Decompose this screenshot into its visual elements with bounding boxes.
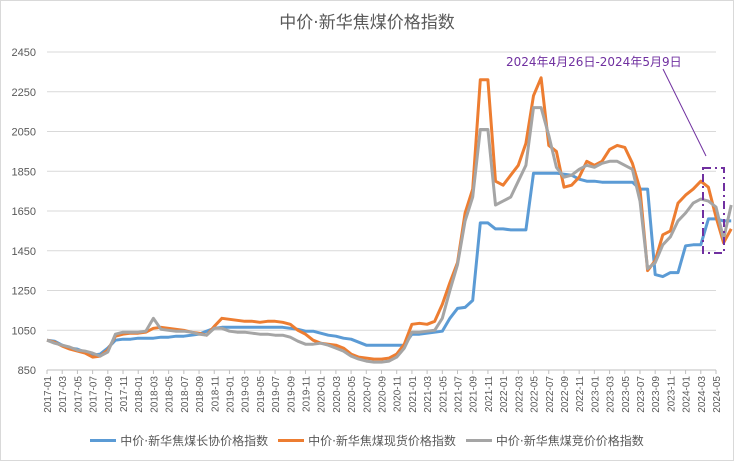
- y-tick-label: 1050: [12, 325, 36, 337]
- gridlines: [47, 51, 716, 331]
- annotation: 2024年4月26日-2024年5月9日: [506, 55, 725, 254]
- x-tick-label: 2021-01: [408, 376, 419, 413]
- x-tick-label: 2020-01: [317, 376, 328, 413]
- x-tick-label: 2017-03: [58, 376, 69, 413]
- y-tick-label: 1450: [12, 246, 36, 258]
- series-line-1: [46, 76, 733, 361]
- legend: 中价·新华焦煤长协价格指数 中价·新华焦煤现货价格指数 中价·新华焦煤竞价价格指…: [0, 432, 734, 449]
- x-tick-label: 2018-05: [165, 376, 176, 413]
- x-tick-label: 2019-01: [225, 376, 236, 413]
- chart-title: 中价·新华焦煤价格指数: [279, 13, 455, 33]
- legend-item-spot: 中价·新华焦煤现货价格指数: [278, 432, 456, 449]
- annotation-highlight-box: [702, 167, 725, 254]
- x-tick-label: 2023-11: [666, 376, 677, 412]
- legend-label: 中价·新华焦煤长协价格指数: [120, 434, 269, 448]
- x-tick-label: 2018-11: [210, 376, 221, 412]
- x-tick-label: 2023-03: [606, 376, 617, 413]
- x-tick-label: 2020-09: [378, 376, 389, 413]
- x-tick-label: 2017-09: [104, 376, 115, 413]
- series-lines: [46, 76, 733, 364]
- x-tick-label: 2021-05: [438, 376, 449, 413]
- legend-item-auction: 中价·新华焦煤竞价价格指数: [465, 432, 644, 449]
- x-tick-label: 2021-07: [454, 376, 465, 413]
- y-tick-label: 2450: [12, 47, 36, 59]
- x-tick-label: 2017-05: [73, 376, 84, 413]
- x-tick-label: 2020-07: [362, 376, 373, 413]
- x-tick-label: 2021-09: [469, 376, 480, 413]
- x-tick-label: 2018-09: [195, 376, 206, 413]
- x-tick-label: 2018-03: [149, 376, 160, 413]
- x-tick-label: 2017-11: [119, 376, 130, 412]
- series-line-2: [46, 106, 733, 364]
- x-tick-label: 2022-05: [530, 376, 541, 413]
- y-tick-label: 1250: [12, 286, 36, 298]
- x-axis: 2017-01 2017-03 2017-05 2017-07 2017-09 2017-…: [43, 369, 723, 413]
- x-tick-label: 2022-07: [545, 376, 556, 413]
- x-tick-label: 2017-07: [89, 376, 100, 413]
- legend-swatch-orange: [278, 439, 305, 442]
- x-tick-label: 2018-01: [134, 376, 145, 413]
- y-tick-label: 1850: [12, 166, 36, 178]
- x-tick-label: 2024-05: [712, 376, 723, 413]
- legend-swatch-gray: [465, 439, 492, 442]
- x-tick-label: 2022-03: [514, 376, 525, 413]
- legend-label: 中价·新华焦煤现货价格指数: [308, 434, 456, 448]
- x-tick-label: 2024-03: [697, 376, 708, 413]
- x-tick-label: 2020-11: [393, 376, 404, 412]
- y-tick-label: 850: [18, 365, 36, 377]
- annotation-pointer-line: [662, 68, 707, 157]
- x-tick-label: 2023-05: [621, 376, 632, 413]
- x-tick-label: 2017-01: [43, 376, 54, 413]
- x-tick-label: 2019-05: [256, 376, 267, 413]
- x-tick-label: 2019-09: [286, 376, 297, 413]
- y-tick-label: 1650: [12, 206, 36, 218]
- x-tick-label: 2023-01: [590, 376, 601, 413]
- y-axis: 850 1050 1250 1450 1650 1850 2050 2250 2450: [12, 47, 36, 377]
- x-tick-label: 2022-01: [499, 376, 510, 413]
- x-tick-label: 2018-07: [180, 376, 191, 413]
- x-tick-label: 2022-11: [575, 376, 586, 412]
- x-tick-label: 2021-03: [423, 376, 434, 413]
- x-tick-label: 2024-01: [682, 376, 693, 413]
- x-tick-label: 2019-03: [241, 376, 252, 413]
- x-tick-label: 2023-09: [651, 376, 662, 413]
- y-tick-label: 2050: [12, 127, 36, 139]
- x-tick-label: 2019-11: [301, 376, 312, 412]
- legend-label: 中价·新华焦煤竞价价格指数: [495, 434, 644, 448]
- annotation-label: 2024年4月26日-2024年5月9日: [506, 55, 682, 69]
- x-tick-label: 2019-07: [271, 376, 282, 413]
- x-tick-label: 2020-05: [347, 376, 358, 413]
- x-tick-label: 2021-11: [484, 376, 495, 412]
- y-tick-label: 2250: [12, 87, 36, 99]
- legend-item-long-term: 中价·新华焦煤长协价格指数: [90, 432, 268, 449]
- legend-swatch-blue: [90, 439, 117, 442]
- series-line-0: [46, 171, 732, 357]
- x-tick-label: 2023-07: [636, 376, 647, 413]
- x-tick-label: 2022-09: [560, 376, 571, 413]
- x-tick-label: 2020-03: [332, 376, 343, 413]
